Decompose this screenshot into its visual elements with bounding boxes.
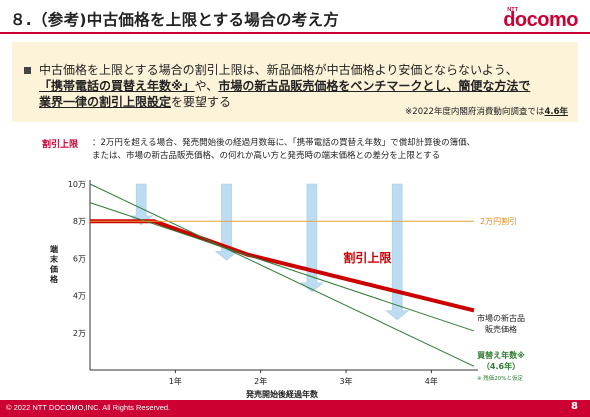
two-man-discount-label: 2万円割引 bbox=[480, 216, 517, 226]
y-tick-label: 2万 bbox=[73, 329, 86, 338]
y-axis-label-char: 末 bbox=[50, 254, 58, 264]
chart-ticks: 10万 8万 6万 4万 2万 1年 2年 3年 4年 bbox=[68, 180, 438, 386]
footer-bar bbox=[0, 400, 590, 417]
down-arrow-icon bbox=[214, 183, 239, 261]
x-tick-label: 4年 bbox=[425, 376, 438, 386]
replace-years-label: （4.6年） bbox=[482, 361, 520, 371]
y-axis-label-char: 価 bbox=[49, 264, 58, 274]
summary-plain-request: を要望する bbox=[171, 95, 232, 109]
bullet-square-icon bbox=[24, 67, 31, 74]
shinko-price-label: 販売価格 bbox=[485, 324, 517, 334]
shinko-price-label: 市場の新古品 bbox=[477, 313, 525, 323]
chart-lines bbox=[89, 183, 475, 367]
down-arrow-icon bbox=[385, 183, 410, 321]
chart-axes bbox=[89, 180, 478, 371]
definition-label: 割引上限 bbox=[42, 140, 79, 150]
y-axis-label-char: 端 bbox=[50, 244, 58, 254]
y-tick-label: 6万 bbox=[73, 254, 86, 263]
summary-box: 中古価格を上限とする場合の割引上限は、新品価格が中古価格より安価とならないよう、… bbox=[12, 42, 578, 122]
series-line bbox=[90, 219, 475, 313]
x-tick-label: 3年 bbox=[339, 376, 352, 386]
y-tick-label: 4万 bbox=[73, 292, 86, 301]
y-tick-label: 10万 bbox=[68, 180, 86, 189]
discount-cap-label: 割引上限 bbox=[343, 250, 391, 265]
discount-chart: 10万 8万 6万 4万 2万 1年 2年 3年 4年 発売開始後経過年数 端末価格 割引上限 2万円… bbox=[49, 180, 525, 399]
down-arrow-icon bbox=[300, 183, 324, 293]
header-divider bbox=[0, 32, 590, 34]
summary-plain: や、 bbox=[194, 79, 219, 93]
page-number: 8 bbox=[571, 401, 578, 412]
series-line bbox=[89, 202, 475, 332]
series-line bbox=[89, 183, 475, 367]
survey-note-value: 4.6年 bbox=[544, 107, 568, 117]
copyright: © 2022 NTT DOCOMO,INC. All Rights Reserv… bbox=[6, 403, 171, 412]
x-tick-label: 2年 bbox=[254, 376, 267, 386]
residual-note: ※ 残価20%と仮定 bbox=[477, 374, 524, 382]
y-axis-label-char: 格 bbox=[50, 274, 59, 284]
summary-emph-benchmark: 市場の新古品販売価格をベンチマークとし、簡便な方法で bbox=[218, 79, 531, 93]
x-tick-label: 1年 bbox=[169, 376, 182, 386]
survey-note: ※2022年度内閣府消費動向調査では4.6年 bbox=[405, 107, 568, 117]
logo-ntt: NTT bbox=[507, 7, 518, 13]
y-tick-label: 8万 bbox=[73, 217, 86, 226]
definition-text: ：2万円を超える場合、発売開始後の経過月数毎に、「携帯電話の買替え年数」で償却計… bbox=[92, 138, 476, 161]
summary-text: 中古価格を上限とする場合の割引上限は、新品価格が中古価格より安価とならないよう、… bbox=[39, 62, 574, 110]
x-axis-label: 発売開始後経過年数 bbox=[245, 389, 319, 399]
docomo-logo: docomo bbox=[503, 9, 578, 31]
summary-emph-industry: 業界一律の割引上限設定 bbox=[39, 95, 172, 109]
chart-labels: 発売開始後経過年数 端末価格 割引上限 2万円割引市場の新古品販売価格買替え年数※（4… bbox=[49, 216, 525, 399]
summary-emph-replace-years: 「携帯電話の買替え年数※」 bbox=[39, 79, 195, 93]
page-title: ８.（参考)中古価格を上限とする場合の考え方 bbox=[10, 11, 340, 29]
replace-years-label: 買替え年数※ bbox=[477, 350, 525, 360]
summary-line1: 中古価格を上限とする場合の割引上限は、新品価格が中古価格より安価とならないよう、 bbox=[39, 63, 518, 77]
